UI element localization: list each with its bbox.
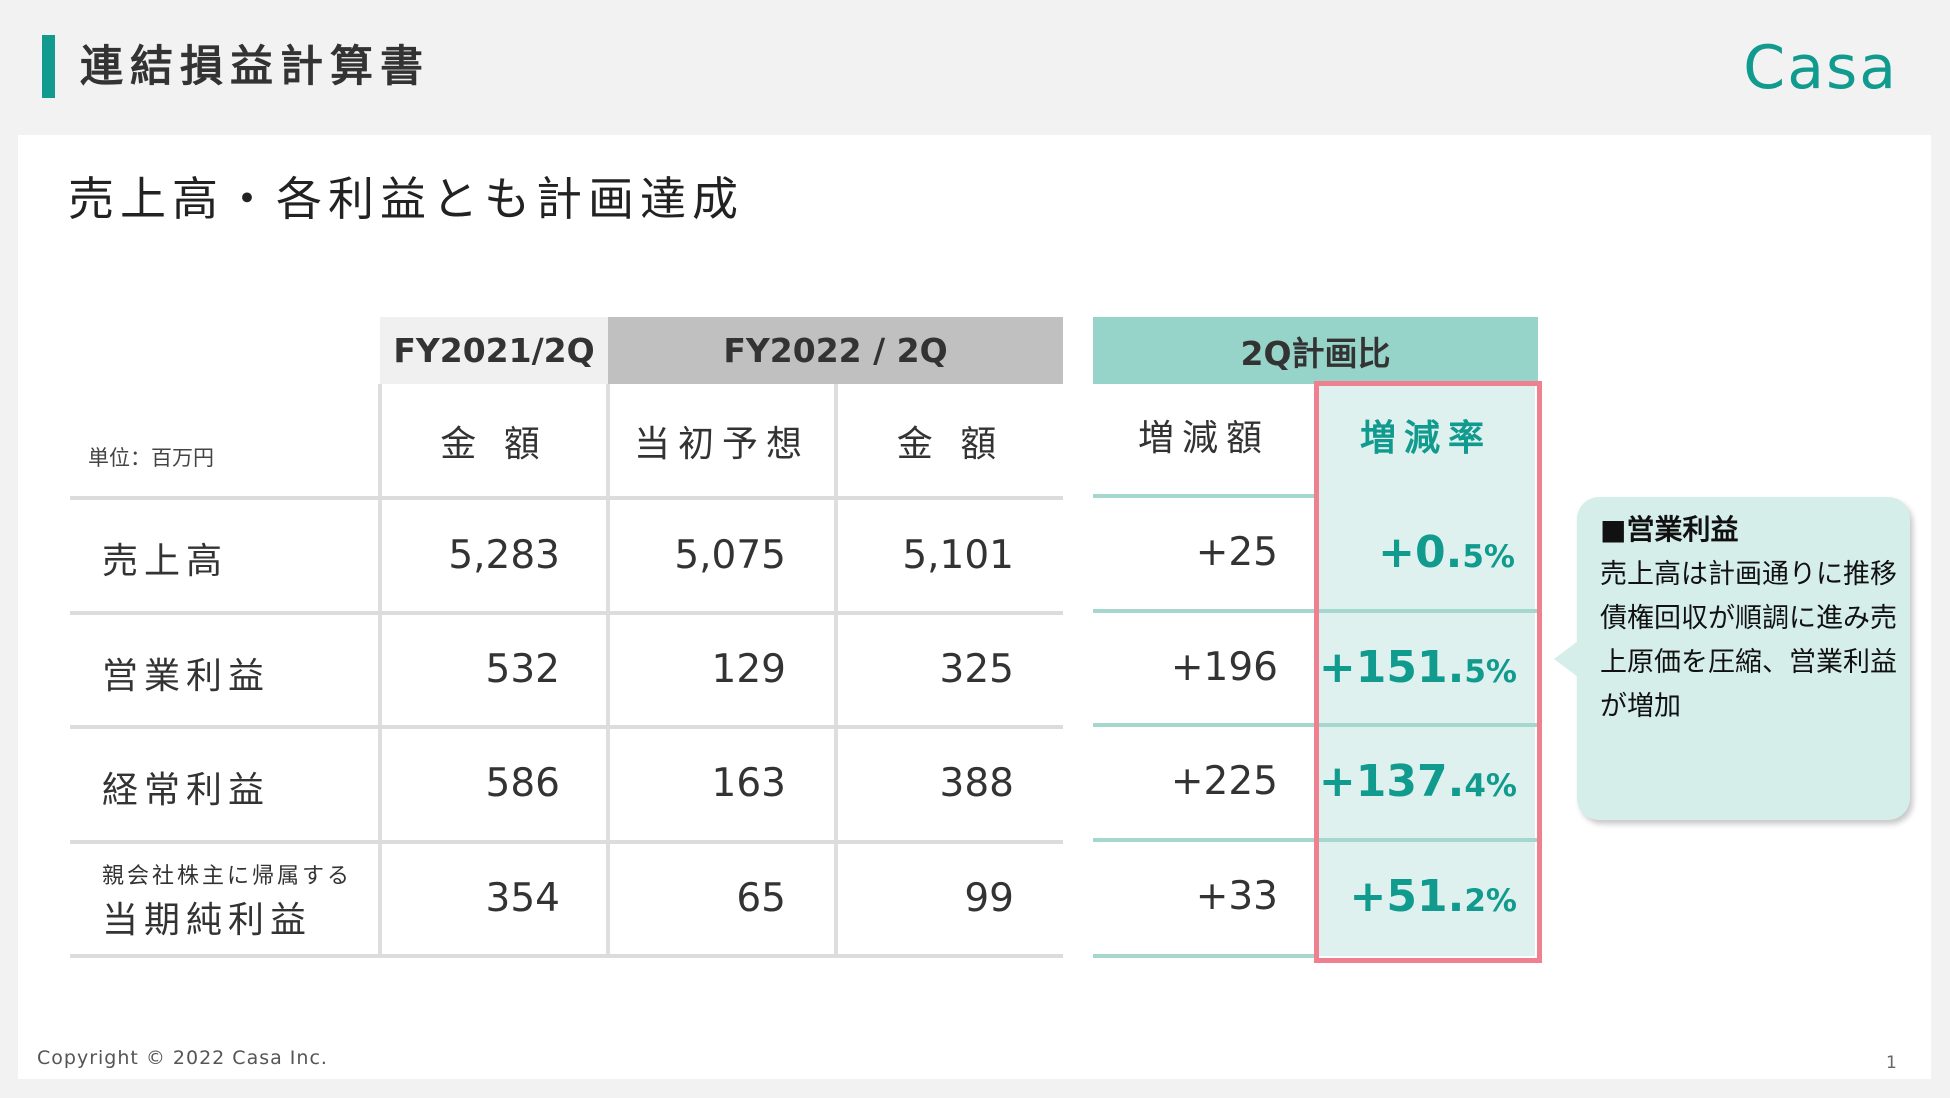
callout-body: 売上高は計画通りに推移 債権回収が順調に進み売上原価を圧縮、営業利益が増加 [1600,559,1897,722]
row-label-operating-income: 営業利益 [102,656,271,697]
row-label-net-income: 当期純利益 [102,900,313,941]
column-divider [378,384,382,956]
row-divider [70,954,1063,958]
cell-forecast: 129 [711,647,786,692]
rate-integer: +151. [1318,642,1465,693]
header-fy2021: FY2021/2Q [380,317,608,384]
rate-decimal: 5% [1464,654,1517,690]
cell-fy2021: 532 [485,647,560,692]
callout-pointer [1554,641,1578,677]
callout-title: ■営業利益 [1600,513,1739,546]
cell-rate: +51.2% [1317,872,1517,926]
row-label-net-income-note: 親会社株主に帰属する [102,864,353,889]
column-header-change: 増減額 [1137,418,1270,459]
cell-fy2022: 325 [939,647,1014,692]
casa-logo: Casa [1743,33,1898,103]
rate-integer: +51. [1349,871,1465,922]
row-divider [70,496,1063,500]
cell-fy2021: 5,283 [448,533,560,578]
rate-decimal: 5% [1462,539,1515,575]
unit-label: 単位：百万円 [88,446,214,470]
cell-rate: +0.5% [1317,528,1515,582]
cell-fy2022: 388 [939,761,1014,806]
slide-title: 連結損益計算書 [80,42,430,92]
cell-change: +33 [1195,874,1278,919]
slide-subtitle: 売上高・各利益とも計画達成 [68,172,744,226]
cell-fy2022: 99 [964,876,1014,921]
cell-fy2022: 5,101 [902,533,1014,578]
column-divider [834,384,838,956]
cell-change: +225 [1170,759,1278,804]
cell-forecast: 163 [711,761,786,806]
cell-forecast: 65 [736,876,786,921]
column-header-amount-2021: 金 額 [440,424,548,465]
copyright: Copyright © 2022 Casa Inc. [37,1047,328,1069]
column-header-rate: 増減率 [1359,418,1492,459]
cell-forecast: 5,075 [674,533,786,578]
cell-change: +25 [1195,530,1278,575]
title-accent-bar [42,35,55,98]
rate-decimal: 4% [1464,768,1517,804]
column-header-forecast: 当初予想 [633,424,810,465]
row-divider [70,840,1063,844]
row-label-sales: 売上高 [102,541,229,582]
rate-integer: +0. [1378,527,1463,578]
column-divider [606,384,610,956]
column-header-amount-2022: 金 額 [896,424,1005,465]
cell-rate: +151.5% [1317,643,1517,697]
cell-rate: +137.4% [1317,757,1517,811]
cell-change: +196 [1170,645,1278,690]
rate-decimal: 2% [1464,883,1517,919]
header-fy2022: FY2022 / 2Q [608,317,1063,384]
row-divider [1093,954,1315,958]
row-label-ordinary-income: 経常利益 [102,770,271,811]
rate-integer: +137. [1318,756,1465,807]
page-number: 1 [1886,1053,1897,1073]
cell-fy2021: 586 [485,761,560,806]
rate-highlight-box [1314,381,1542,963]
header-plan-comparison: 2Q計画比 [1093,317,1538,384]
rate-column-background [1317,384,1535,956]
cell-fy2021: 354 [485,876,560,921]
callout-box [1577,497,1910,820]
row-divider [70,725,1063,729]
row-divider [1093,494,1315,498]
row-divider [70,611,1063,615]
